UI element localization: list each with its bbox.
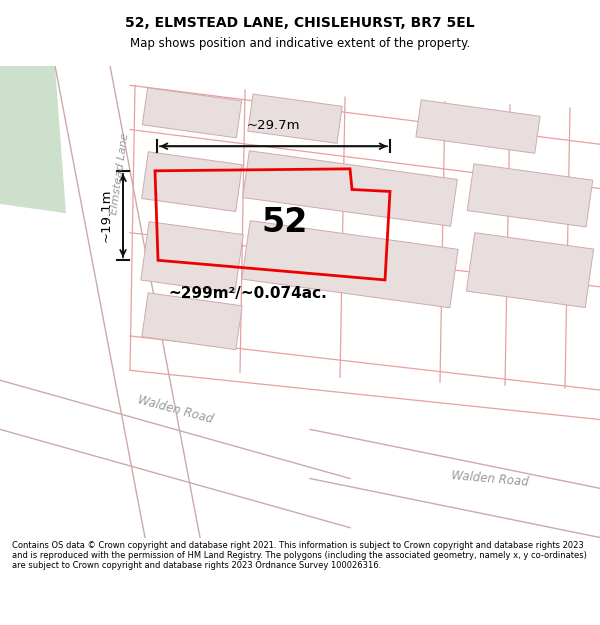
Polygon shape [242,151,457,226]
Text: ~29.7m: ~29.7m [247,119,300,132]
Polygon shape [142,88,242,138]
Polygon shape [248,94,342,143]
Text: ~19.1m: ~19.1m [100,189,113,242]
Text: Walden Road: Walden Road [136,393,214,426]
Text: 52: 52 [262,206,308,239]
Text: Map shows position and indicative extent of the property.: Map shows position and indicative extent… [130,37,470,50]
Polygon shape [466,232,593,308]
Polygon shape [330,434,600,538]
Text: Walden Road: Walden Road [451,469,529,488]
Polygon shape [242,221,458,308]
Polygon shape [416,100,540,153]
Text: ~299m²/~0.074ac.: ~299m²/~0.074ac. [168,286,327,301]
Polygon shape [142,152,242,211]
Text: Elmstead Lane: Elmstead Lane [109,132,131,215]
Polygon shape [55,66,145,538]
Polygon shape [467,164,593,227]
Polygon shape [141,222,243,293]
Polygon shape [142,293,242,349]
Polygon shape [0,66,115,213]
Polygon shape [0,385,320,522]
Text: Contains OS data © Crown copyright and database right 2021. This information is : Contains OS data © Crown copyright and d… [12,541,587,571]
Text: 52, ELMSTEAD LANE, CHISLEHURST, BR7 5EL: 52, ELMSTEAD LANE, CHISLEHURST, BR7 5EL [125,16,475,29]
